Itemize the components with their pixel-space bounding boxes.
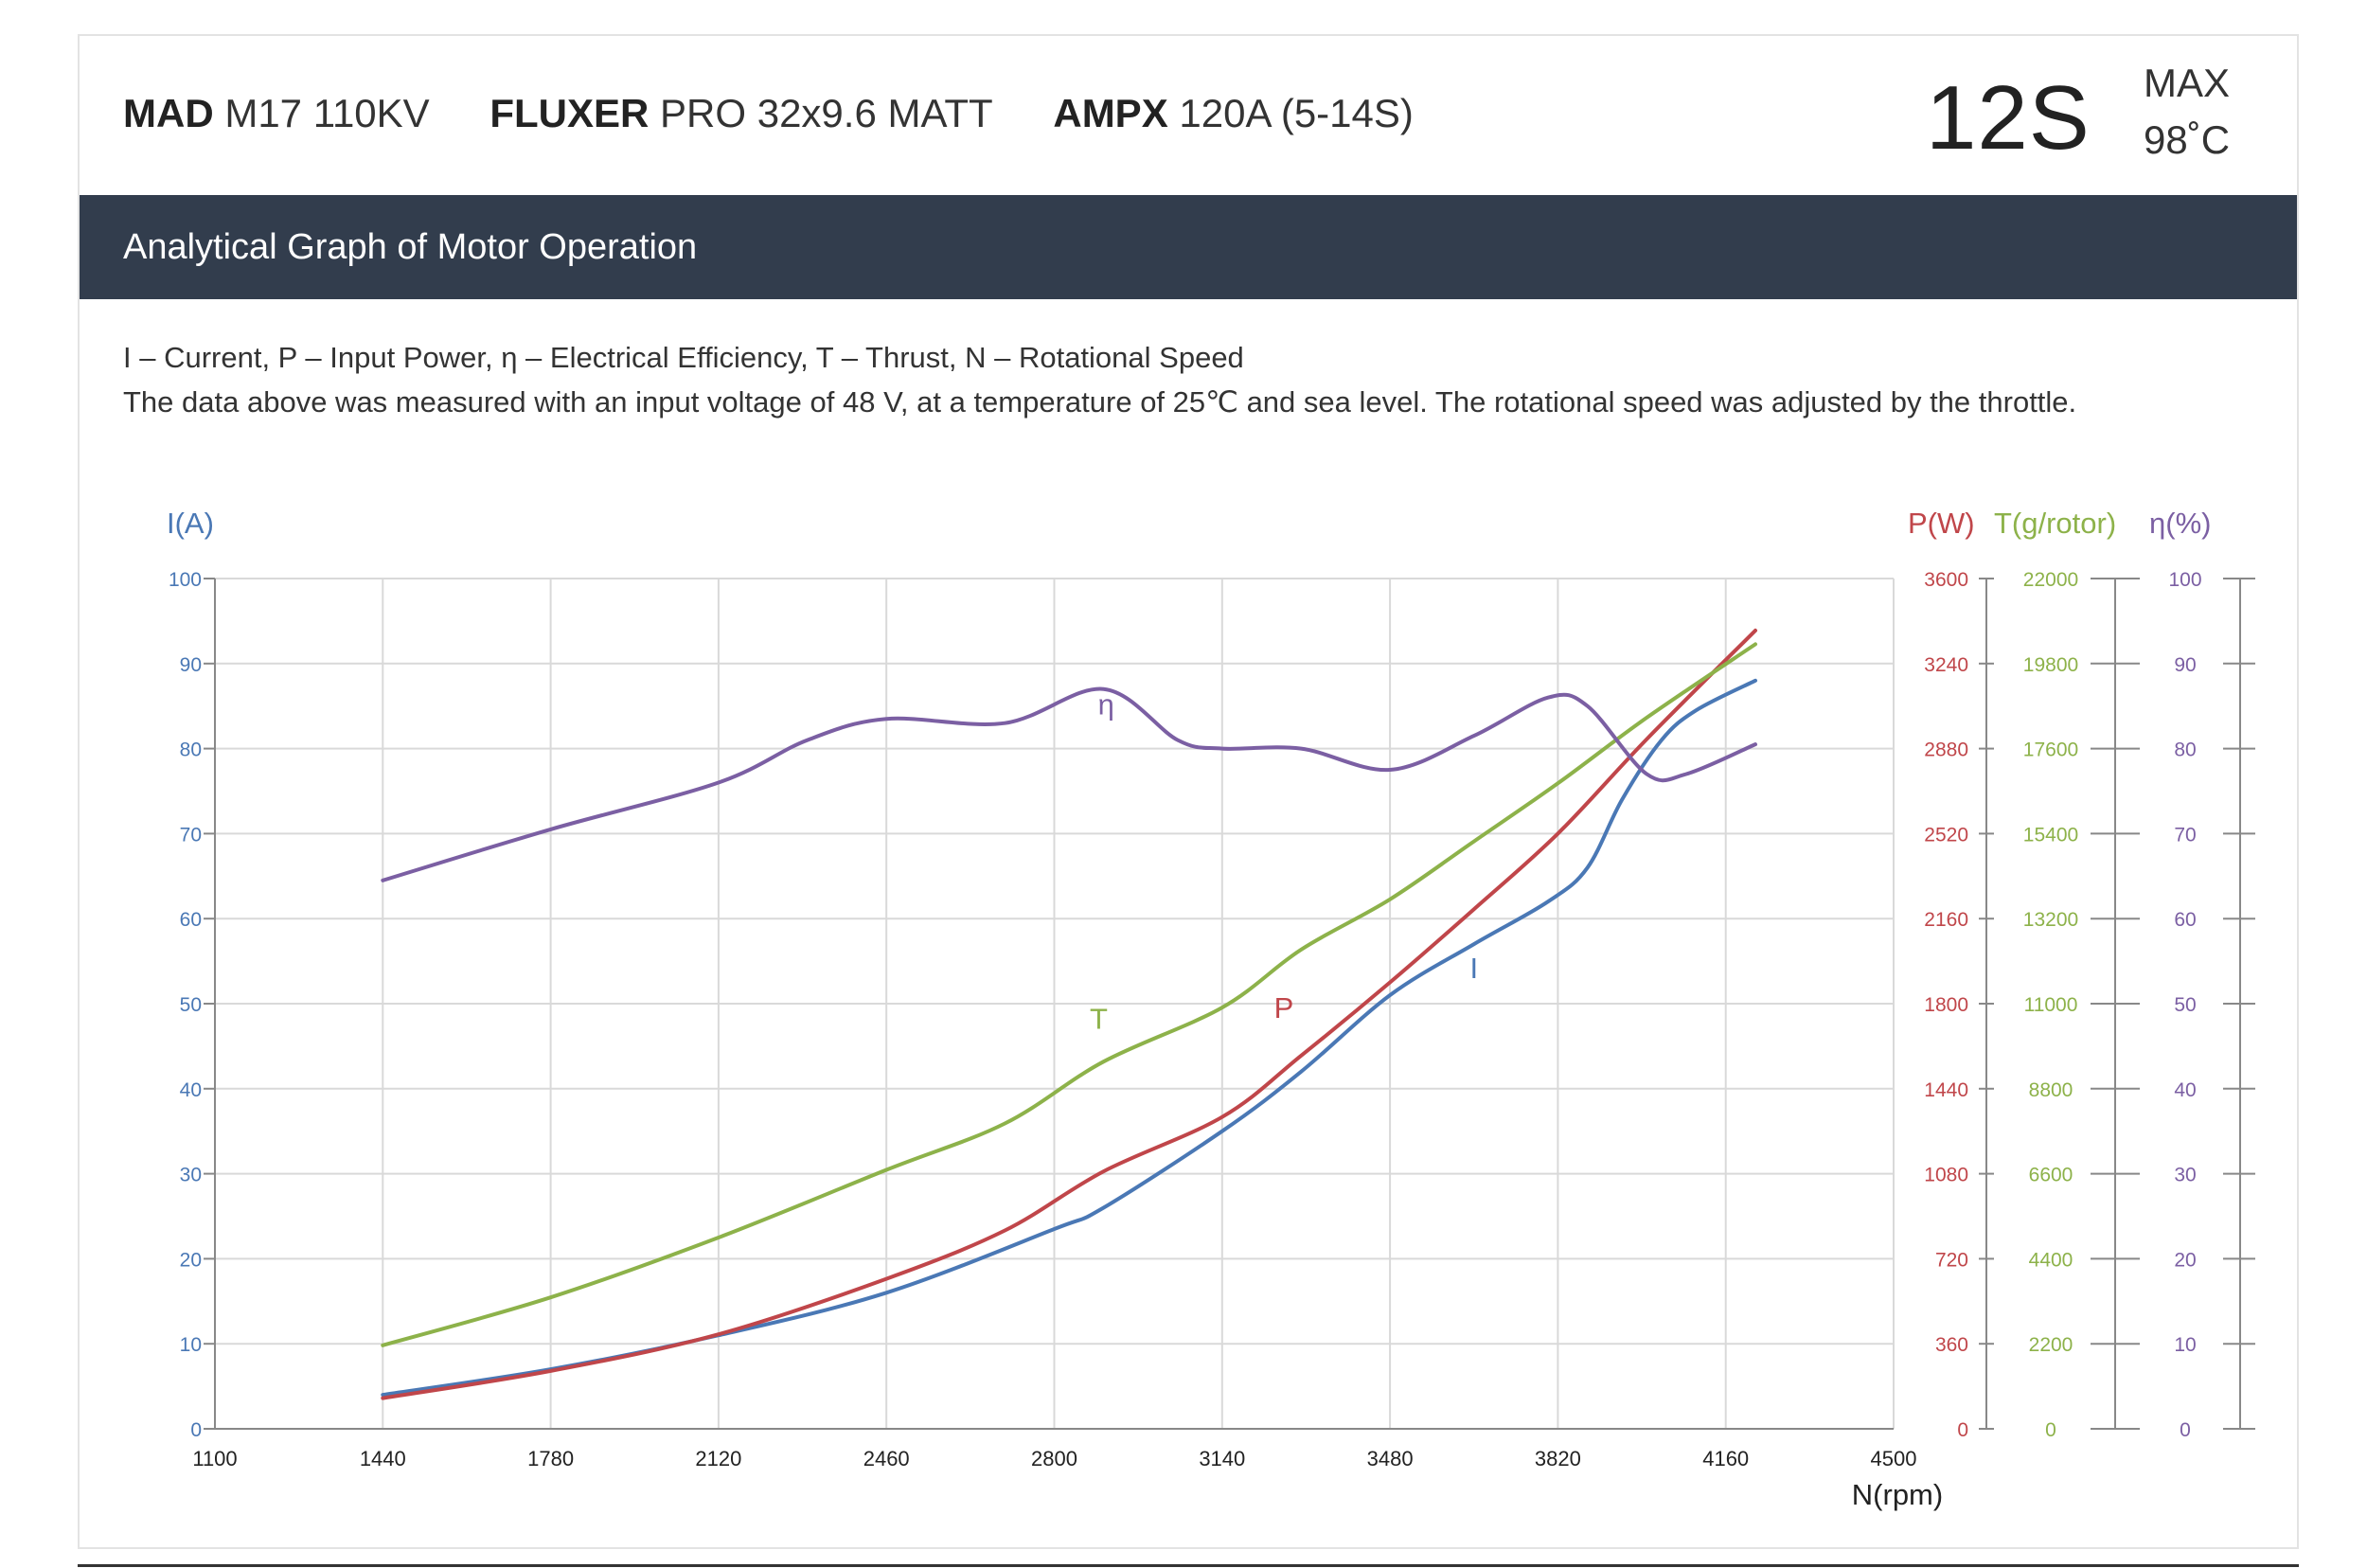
series-line-P <box>381 628 1757 1400</box>
series-label-P: P <box>1274 991 1294 1025</box>
y-tick-label-T: 4400 <box>2029 1249 2073 1271</box>
y-tick-label-P: 1800 <box>1924 994 1968 1016</box>
cell-count: 12S <box>1926 67 2091 169</box>
y-tick-label-T: 2200 <box>2029 1334 2073 1356</box>
y-tick-label-T: 19800 <box>2023 654 2078 676</box>
x-tick-label: 2120 <box>695 1447 741 1470</box>
y-axis-title-I: I(A) <box>167 507 214 540</box>
y-tick-label-T: 6600 <box>2029 1165 2073 1186</box>
x-tick-label: 4500 <box>1871 1447 1917 1470</box>
y-tick-label-E: 80 <box>2174 739 2196 761</box>
product-line: MAD M17 110KV FLUXER PRO 32x9.6 MATT AMP… <box>123 91 1463 136</box>
motor-model: M17 110KV <box>224 91 430 135</box>
x-tick-label: 3140 <box>1199 1447 1245 1470</box>
y-tick-label-I: 10 <box>180 1334 202 1356</box>
y-axis-title-T: T(g/rotor) <box>1994 507 2116 540</box>
y-tick-label-P: 0 <box>1957 1419 1968 1441</box>
x-tick-label: 3480 <box>1367 1447 1414 1470</box>
y-tick-label-I: 0 <box>190 1419 202 1441</box>
prop-spec: FLUXER PRO 32x9.6 MATT <box>489 91 992 135</box>
motor-spec: MAD M17 110KV <box>123 91 430 135</box>
spec-card: MAD M17 110KV FLUXER PRO 32x9.6 MATT AMP… <box>78 34 2299 1549</box>
series-label-I: I <box>1469 952 1478 985</box>
y-tick-label-E: 50 <box>2174 994 2196 1016</box>
y-tick-label-E: 40 <box>2174 1079 2196 1101</box>
motor-brand: MAD <box>123 91 214 135</box>
y-tick-label-I: 60 <box>180 909 202 931</box>
y-tick-label-E: 60 <box>2174 909 2196 931</box>
y-tick-label-P: 360 <box>1935 1334 1968 1356</box>
y-tick-label-I: 40 <box>180 1079 202 1101</box>
conditions-note: The data above was measured with an inpu… <box>123 385 2077 419</box>
y-tick-label-T: 17600 <box>2023 739 2078 761</box>
spec-header: MAD M17 110KV FLUXER PRO 32x9.6 MATT AMP… <box>80 36 2297 195</box>
series-line-T <box>381 642 1757 1347</box>
x-tick-label: 1780 <box>527 1447 574 1470</box>
y-tick-label-T: 15400 <box>2023 824 2078 846</box>
y-tick-label-I: 30 <box>180 1165 202 1186</box>
axis-layer: 1100 1440 1780 2120 2460 2800 3140 3480 3820 4160… <box>167 507 2255 1511</box>
y-tick-label-E: 100 <box>2168 569 2201 591</box>
y-tick-label-P: 2160 <box>1924 909 1968 931</box>
y-tick-label-I: 50 <box>180 994 202 1016</box>
y-tick-label-E: 10 <box>2174 1334 2196 1356</box>
section-banner: Analytical Graph of Motor Operation <box>80 195 2297 299</box>
y-tick-label-T: 0 <box>2045 1419 2056 1441</box>
y-tick-label-P: 2880 <box>1924 739 1968 761</box>
x-tick-label: 1100 <box>192 1447 237 1470</box>
motor-chart: 1100 1440 1780 2120 2460 2800 3140 3480 3820 4160… <box>167 507 2255 1511</box>
series-line-E <box>381 686 1757 882</box>
y-tick-label-P: 1440 <box>1924 1079 1968 1101</box>
y-tick-label-T: 11000 <box>2024 994 2078 1016</box>
y-tick-label-I: 80 <box>180 739 202 761</box>
x-tick-label: 1440 <box>360 1447 406 1470</box>
esc-model: 120A (5-14S) <box>1179 91 1414 135</box>
prop-brand: FLUXER <box>489 91 650 135</box>
y-tick-label-P: 1080 <box>1924 1165 1968 1186</box>
y-tick-label-P: 2520 <box>1924 824 1968 846</box>
y-tick-label-I: 20 <box>180 1249 202 1271</box>
y-tick-label-I: 70 <box>180 824 202 846</box>
y-tick-label-T: 22000 <box>2023 569 2078 591</box>
y-tick-label-E: 30 <box>2174 1165 2196 1186</box>
y-tick-label-T: 13200 <box>2023 909 2078 931</box>
x-tick-label: 4160 <box>1702 1447 1749 1470</box>
x-tick-label: 2800 <box>1031 1447 1077 1470</box>
y-tick-label-I: 100 <box>169 569 202 591</box>
y-tick-label-P: 3240 <box>1924 654 1968 676</box>
y-tick-label-I: 90 <box>180 654 202 676</box>
max-temperature: 98˚C <box>2144 117 2231 162</box>
max-label: MAX <box>2144 61 2231 105</box>
series-label-E: η <box>1098 688 1114 722</box>
x-tick-label: 3820 <box>1535 1447 1581 1470</box>
y-tick-label-E: 70 <box>2174 824 2196 846</box>
prop-model: PRO 32x9.6 MATT <box>660 91 993 135</box>
legend-note: I – Current, P – Input Power, η – Electr… <box>123 341 1244 374</box>
x-axis-label: N(rpm) <box>1852 1478 1943 1511</box>
y-tick-label-E: 90 <box>2174 654 2196 676</box>
banner-title: Analytical Graph of Motor Operation <box>123 227 698 267</box>
esc-brand: AMPX <box>1053 91 1168 135</box>
y-tick-label-E: 0 <box>2180 1419 2191 1441</box>
series-label-T: T <box>1090 1003 1108 1036</box>
bottom-rule <box>78 1564 2299 1567</box>
y-tick-label-P: 3600 <box>1924 569 1968 591</box>
y-axis-title-P: P(W) <box>1908 507 1975 540</box>
y-axis-title-E: η(%) <box>2149 507 2211 540</box>
y-tick-label-E: 20 <box>2174 1249 2196 1271</box>
y-tick-label-T: 8800 <box>2029 1079 2073 1101</box>
esc-spec: AMPX 120A (5-14S) <box>1053 91 1414 135</box>
series-layer: I P Tη <box>381 628 1757 1400</box>
y-tick-label-P: 720 <box>1935 1249 1968 1271</box>
x-tick-label: 2460 <box>863 1447 910 1470</box>
